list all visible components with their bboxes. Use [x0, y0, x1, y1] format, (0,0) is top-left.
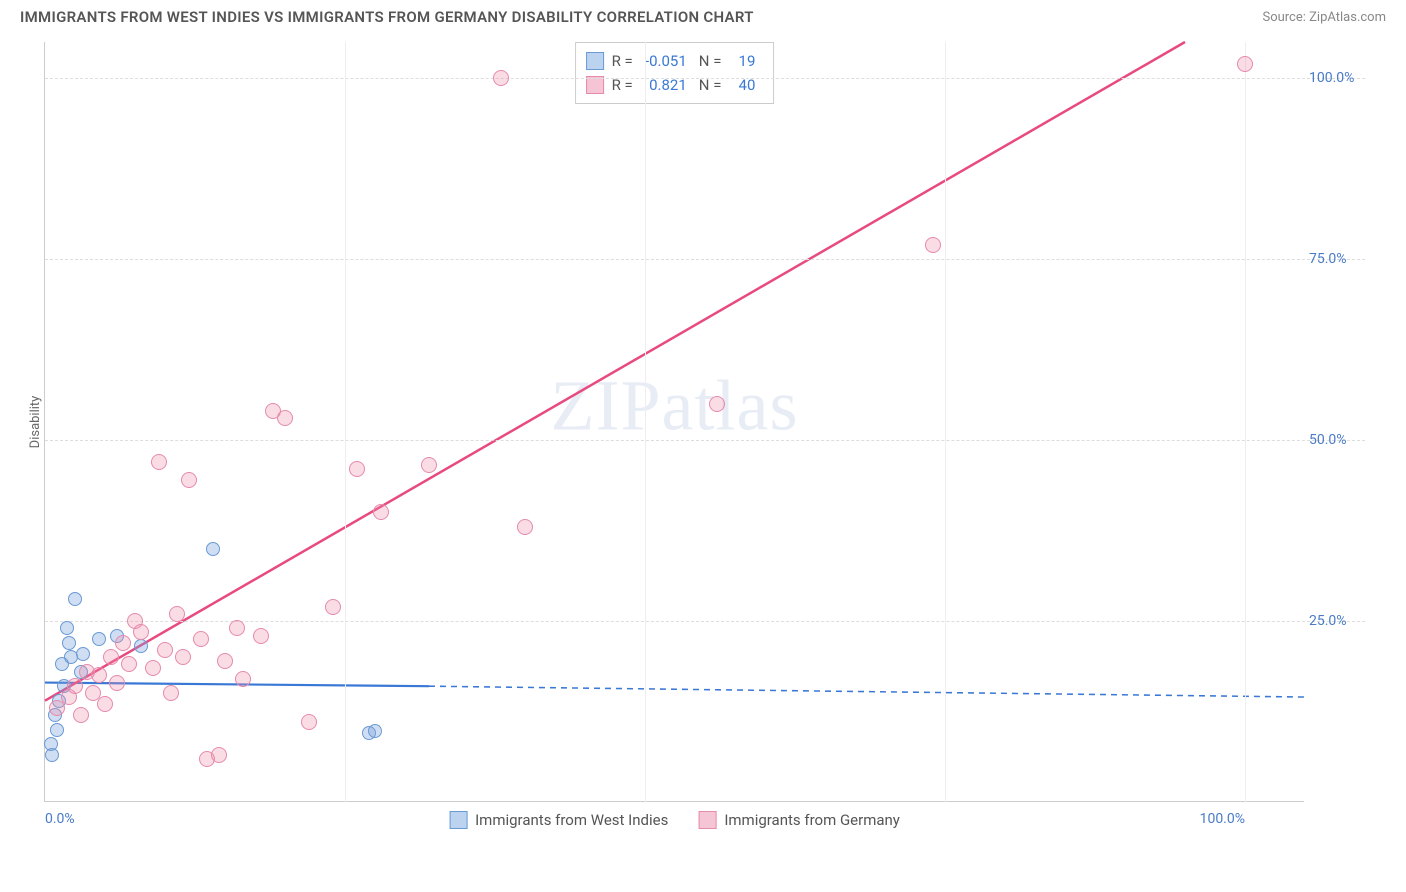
scatter-point — [121, 656, 137, 672]
y-tick-label: 25.0% — [1309, 613, 1364, 629]
gridline-v — [345, 42, 346, 802]
trend-line — [45, 42, 1185, 701]
scatter-point — [349, 461, 365, 477]
scatter-point — [217, 653, 233, 669]
scatter-point — [373, 504, 389, 520]
scatter-point — [73, 707, 89, 723]
trend-lines — [45, 42, 1305, 802]
gridline-h — [45, 440, 1365, 441]
scatter-point — [421, 457, 437, 473]
x-tick-label: 100.0% — [1200, 811, 1245, 827]
stat-r-label: R = — [612, 73, 633, 97]
scatter-point — [68, 592, 82, 606]
scatter-point — [115, 635, 131, 651]
legend-label: Immigrants from West Indies — [475, 811, 668, 829]
gridline-h — [45, 259, 1365, 260]
chart-container: Disability ZIPatlas R =-0.051N =19R =0.8… — [44, 42, 1364, 832]
scatter-point — [169, 606, 185, 622]
stat-legend-row: R = -0.051 N = 19 — [586, 49, 760, 73]
scatter-point — [206, 542, 220, 556]
scatter-point — [517, 519, 533, 535]
scatter-point — [235, 671, 251, 687]
scatter-point — [97, 696, 113, 712]
scatter-point — [211, 747, 227, 763]
gridline-v — [945, 42, 946, 802]
scatter-point — [301, 714, 317, 730]
scatter-point — [253, 628, 269, 644]
scatter-point — [60, 621, 74, 635]
scatter-point — [175, 649, 191, 665]
legend-label: Immigrants from Germany — [724, 811, 900, 829]
trend-line-extension — [429, 686, 1305, 697]
gridline-v — [645, 42, 646, 802]
legend-swatch — [586, 52, 604, 70]
scatter-point — [92, 632, 106, 646]
source-label: Source: ZipAtlas.com — [1262, 10, 1386, 25]
stat-n-label: N = — [699, 73, 722, 97]
stat-r-value: 0.821 — [641, 73, 691, 97]
scatter-point — [193, 631, 209, 647]
x-tick-label: 0.0% — [45, 811, 75, 827]
scatter-point — [76, 647, 90, 661]
stat-legend: R = -0.051 N = 19 R = 0.821 N = 40 — [575, 42, 775, 104]
scatter-point — [925, 237, 941, 253]
y-tick-label: 100.0% — [1309, 70, 1364, 86]
scatter-point — [157, 642, 173, 658]
stat-legend-row: R = 0.821 N = 40 — [586, 73, 760, 97]
scatter-point — [67, 678, 83, 694]
scatter-point — [91, 667, 107, 683]
legend-swatch — [698, 811, 716, 829]
scatter-point — [151, 454, 167, 470]
y-tick-label: 75.0% — [1309, 251, 1364, 267]
series-legend: Immigrants from West Indies Immigrants fr… — [449, 811, 900, 829]
scatter-point — [62, 636, 76, 650]
scatter-point — [181, 472, 197, 488]
scatter-point — [133, 624, 149, 640]
scatter-point — [103, 649, 119, 665]
scatter-point — [325, 599, 341, 615]
scatter-point — [493, 70, 509, 86]
stat-r-value: -0.051 — [641, 49, 691, 73]
stat-n-value: 19 — [729, 49, 759, 73]
scatter-point — [277, 410, 293, 426]
legend-swatch — [449, 811, 467, 829]
gridline-h — [45, 621, 1365, 622]
scatter-point — [368, 724, 382, 738]
stat-n-value: 40 — [729, 73, 759, 97]
scatter-point — [709, 396, 725, 412]
scatter-point — [109, 675, 125, 691]
gridline-h — [45, 78, 1365, 79]
scatter-point — [163, 685, 179, 701]
scatter-point — [145, 660, 161, 676]
scatter-point — [50, 723, 64, 737]
scatter-point — [134, 639, 148, 653]
legend-item: Immigrants from West Indies — [449, 811, 668, 829]
scatter-point — [229, 620, 245, 636]
plot-area: Disability ZIPatlas R =-0.051N =19R =0.8… — [44, 42, 1304, 802]
y-axis-label: Disability — [28, 395, 43, 448]
legend-item: Immigrants from Germany — [698, 811, 900, 829]
stat-r-label: R = — [612, 49, 633, 73]
gridline-v — [1245, 42, 1246, 802]
scatter-point — [45, 748, 59, 762]
stat-n-label: N = — [699, 49, 722, 73]
y-tick-label: 50.0% — [1309, 432, 1364, 448]
chart-title: IMMIGRANTS FROM WEST INDIES VS IMMIGRANT… — [20, 8, 754, 26]
scatter-point — [1237, 56, 1253, 72]
